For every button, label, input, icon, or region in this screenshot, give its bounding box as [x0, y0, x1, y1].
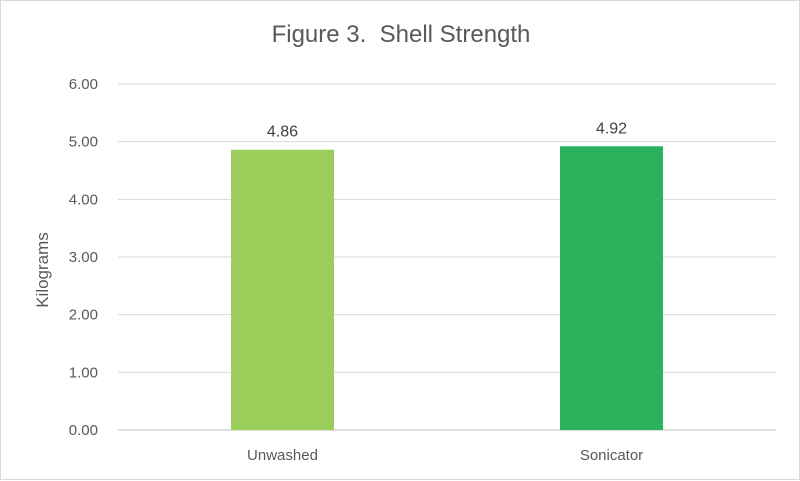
data-label: 4.92	[596, 120, 627, 137]
y-tick-label: 6.00	[69, 76, 98, 93]
chart-title: Figure 3. Shell Strength	[271, 21, 531, 48]
data-label: 4.86	[267, 124, 298, 141]
bar-unwashed	[231, 149, 334, 431]
y-tick-label: 4.00	[69, 191, 98, 208]
y-axis-title: Kilograms	[33, 232, 52, 308]
bar-sonicator	[560, 146, 663, 430]
y-tick-label: 3.00	[69, 249, 98, 266]
y-tick-label: 0.00	[69, 422, 98, 439]
y-tick-label: 5.00	[69, 134, 98, 151]
x-tick-label: Sonicator	[580, 447, 643, 464]
y-tick-label: 1.00	[69, 364, 98, 381]
y-tick-label: 2.00	[69, 307, 98, 324]
x-tick-label: Unwashed	[247, 447, 318, 464]
